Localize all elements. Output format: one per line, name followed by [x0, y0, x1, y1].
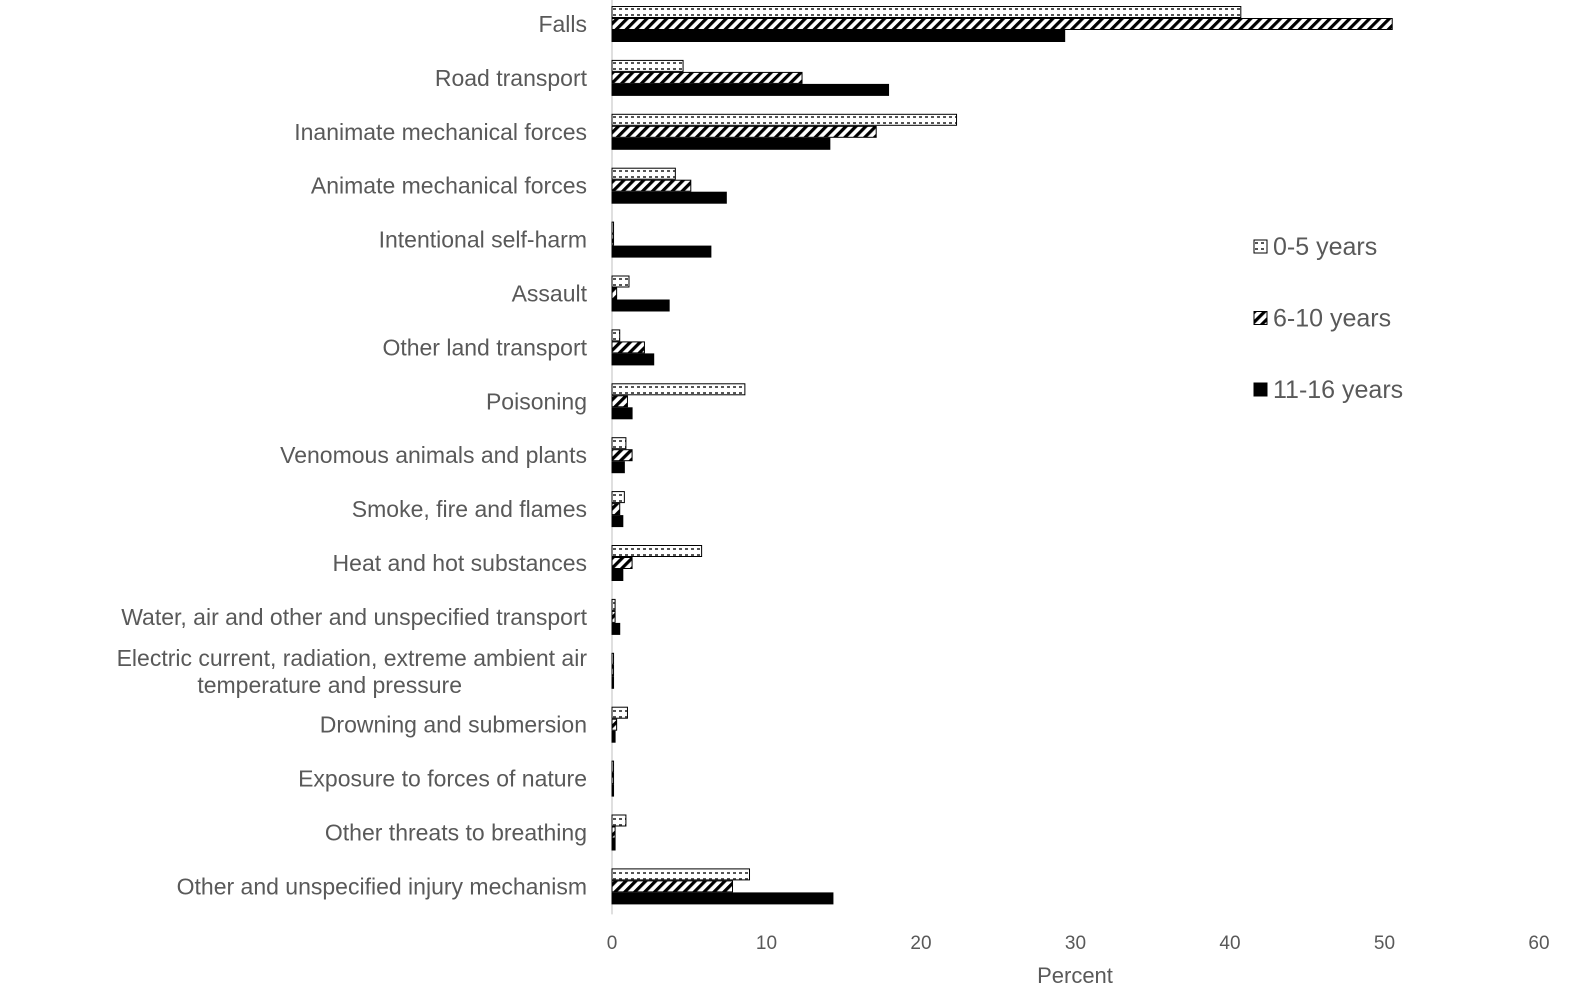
- x-tick-label: 10: [756, 933, 777, 954]
- category-label: Assault: [512, 281, 588, 307]
- bar-6-10-years-12: [611, 610, 616, 623]
- x-tick-label: 40: [1219, 933, 1240, 954]
- x-tick-label: 20: [910, 933, 931, 954]
- bar-0-5-years-5: [611, 221, 615, 234]
- category-label: Inanimate mechanical forces: [294, 119, 587, 145]
- x-axis-title: Percent: [1037, 963, 1113, 988]
- bar-0-5-years-13: [611, 652, 615, 665]
- category-label: Road transport: [435, 65, 588, 91]
- category-label: Other land transport: [382, 334, 587, 360]
- bar-11-16-years-2: [611, 83, 890, 96]
- legend-swatch-6-10-years: [1253, 311, 1268, 325]
- category-label: Other and unspecified injury mechanism: [177, 873, 587, 899]
- bar-6-10-years-14: [611, 718, 618, 731]
- x-tick-label: 0: [607, 933, 618, 954]
- legend-label: 6-10 years: [1273, 305, 1391, 333]
- bar-6-10-years-3: [611, 125, 877, 138]
- bar-0-5-years-12: [611, 598, 616, 611]
- bars-layer: [611, 6, 1393, 905]
- category-label: Animate mechanical forces: [311, 173, 587, 199]
- bar-0-5-years-4: [611, 167, 676, 180]
- category-label: Venomous animals and plants: [280, 442, 587, 468]
- x-tick-label: 30: [1065, 933, 1086, 954]
- bar-6-10-years-8: [611, 395, 628, 408]
- category-label: Drowning and submersion: [320, 712, 587, 738]
- bar-0-5-years-17: [611, 868, 751, 881]
- bar-6-10-years-16: [611, 826, 616, 839]
- category-label: Intentional self-harm: [379, 227, 587, 253]
- bar-6-10-years-10: [611, 503, 621, 516]
- bar-11-16-years-16: [611, 838, 616, 851]
- bar-6-10-years-15: [611, 772, 615, 785]
- bar-0-5-years-16: [611, 814, 627, 827]
- bar-11-16-years-10: [611, 515, 624, 528]
- bar-0-5-years-7: [611, 329, 621, 342]
- category-label: Falls: [538, 11, 587, 37]
- bar-0-5-years-1: [611, 6, 1242, 18]
- bar-11-16-years-4: [611, 191, 727, 204]
- category-label: Water, air and other and unspecified tra…: [121, 604, 587, 630]
- bar-11-16-years-5: [611, 245, 712, 258]
- x-tick-labels: 0 10 20 30 40 50 60: [607, 933, 1550, 954]
- bar-0-5-years-10: [611, 491, 625, 504]
- bar-11-16-years-15: [611, 784, 615, 797]
- bar-11-16-years-9: [611, 461, 625, 474]
- bar-0-5-years-9: [611, 437, 627, 450]
- bar-0-5-years-2: [611, 59, 684, 72]
- bar-6-10-years-7: [611, 341, 645, 354]
- bar-0-5-years-14: [611, 706, 628, 719]
- bar-6-10-years-4: [611, 179, 692, 192]
- legend: 0-5 years 6-10 years 11-16 years: [1253, 233, 1403, 404]
- bar-6-10-years-6: [611, 287, 618, 300]
- bar-6-10-years-2: [611, 71, 803, 84]
- category-label: Poisoning: [486, 388, 587, 414]
- x-tick-label: 60: [1528, 933, 1549, 954]
- legend-swatch-11-16-years: [1253, 382, 1268, 397]
- bar-6-10-years-1: [611, 18, 1393, 30]
- bar-6-10-years-17: [611, 880, 734, 893]
- bar-11-16-years-11: [611, 569, 624, 581]
- bar-11-16-years-17: [611, 892, 834, 905]
- bar-11-16-years-6: [611, 299, 670, 312]
- bar-11-16-years-8: [611, 407, 633, 420]
- legend-label: 0-5 years: [1273, 233, 1377, 261]
- bar-0-5-years-3: [611, 113, 958, 126]
- bar-6-10-years-9: [611, 449, 633, 462]
- bar-11-16-years-14: [611, 730, 616, 743]
- bar-0-5-years-11: [611, 545, 703, 557]
- category-label: Exposure to forces of nature: [298, 766, 587, 792]
- bar-0-5-years-15: [611, 760, 615, 773]
- bar-6-10-years-5: [611, 233, 615, 246]
- bar-11-16-years-12: [611, 622, 621, 635]
- category-label: Electric current, radiation, extreme amb…: [117, 645, 588, 698]
- bar-11-16-years-1: [611, 30, 1066, 42]
- category-label: Other threats to breathing: [325, 820, 587, 846]
- bar-11-16-years-3: [611, 137, 831, 150]
- legend-swatch-0-5-years: [1253, 239, 1268, 254]
- bar-6-10-years-11: [611, 557, 633, 569]
- bar-11-16-years-13: [611, 676, 615, 689]
- category-labels: Falls Road transport Inanimate mechanical …: [117, 11, 588, 899]
- x-tick-label: 50: [1374, 933, 1395, 954]
- legend-label: 11-16 years: [1273, 376, 1403, 404]
- bar-6-10-years-13: [611, 664, 615, 677]
- category-label: Smoke, fire and flames: [352, 496, 587, 522]
- bar-0-5-years-8: [611, 383, 746, 396]
- category-label: Heat and hot substances: [333, 550, 587, 576]
- bar-0-5-years-6: [611, 275, 630, 288]
- bar-11-16-years-7: [611, 353, 655, 366]
